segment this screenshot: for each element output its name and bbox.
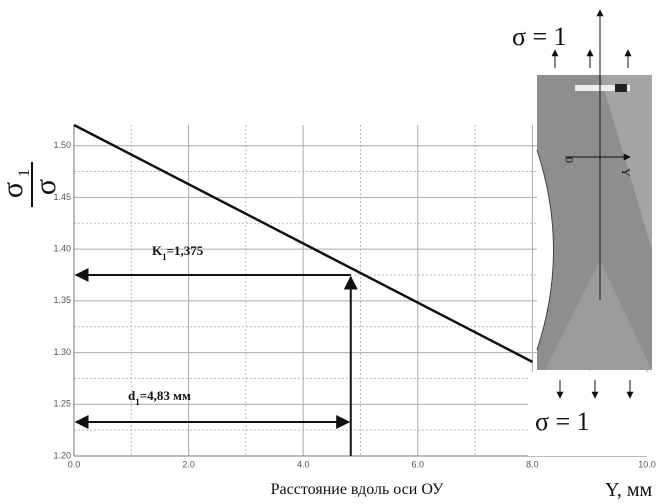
x-tick-label: 8.0 bbox=[526, 459, 539, 469]
annotation-suffix: =4,83 мм bbox=[140, 388, 191, 403]
x-tick-label: 0.0 bbox=[68, 459, 81, 469]
x-tick-label: 2.0 bbox=[182, 459, 195, 469]
y-tick-label: 1.35 bbox=[53, 295, 71, 305]
y-tick-label: 1.40 bbox=[53, 244, 71, 254]
y-label-numerator: σ bbox=[0, 182, 29, 198]
x-tick-label: 6.0 bbox=[412, 459, 425, 469]
x-axis-unit: Y, мм bbox=[605, 479, 653, 501]
x-tick-label: 4.0 bbox=[297, 459, 310, 469]
x-axis-label: Расстояние вдоль оси ОУ bbox=[271, 481, 444, 498]
axis-label: Y bbox=[619, 168, 633, 177]
top-load: σ = 1 bbox=[512, 22, 567, 51]
y-tick-label: 1.30 bbox=[53, 347, 71, 357]
x-tick-label: 10.0 bbox=[638, 459, 656, 469]
y-label-sub: 1 bbox=[16, 169, 33, 177]
chart: Расстояние вдоль оси ОУ Y, мм σ 1 σ 1.20… bbox=[0, 0, 667, 504]
y-tick-label: 1.25 bbox=[53, 399, 71, 409]
bottom-load: σ = 1 bbox=[535, 407, 590, 436]
y-tick-label: 1.45 bbox=[53, 192, 71, 202]
origin-label: 0 bbox=[562, 157, 576, 163]
y-tick-label: 1.50 bbox=[53, 140, 71, 150]
annotation-suffix: =1,375 bbox=[167, 243, 204, 258]
